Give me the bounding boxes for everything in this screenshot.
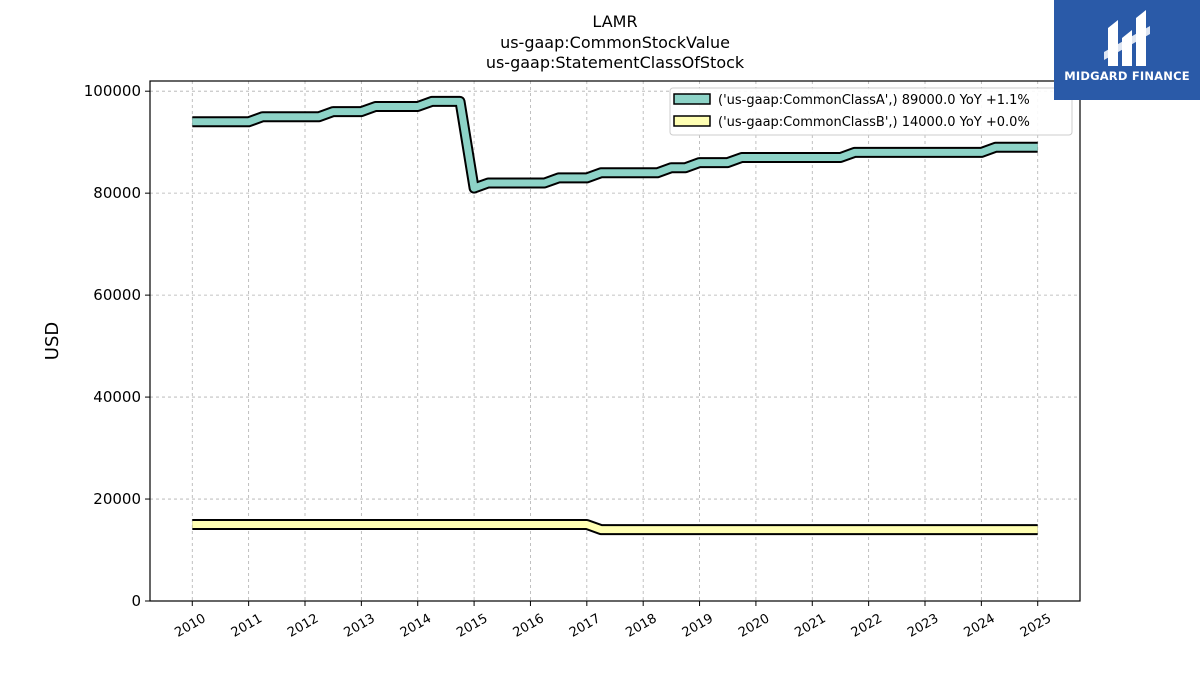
x-tick-label: 2020: [736, 611, 772, 641]
x-tick-label: 2019: [680, 611, 716, 641]
x-tick-label: 2024: [962, 611, 998, 641]
series-1-line: [192, 521, 1038, 534]
x-tick-label: 2016: [511, 611, 547, 641]
title-line-2: us-gaap:CommonStockValue: [500, 33, 730, 52]
x-tick-label: 2010: [172, 611, 208, 641]
x-axis: 2010 2011 2012 2013 2014 2015 2016 2017 2018 2019…: [172, 601, 1054, 641]
series-layer: [192, 95, 1038, 536]
title-line-1: LAMR: [592, 12, 637, 31]
x-tick-label: 2014: [398, 611, 434, 641]
legend-label-1: ('us-gaap:CommonClassB',) 14000.0 YoY +0…: [718, 115, 1030, 130]
legend-swatch-1: [673, 115, 711, 127]
title-line-3: us-gaap:StatementClassOfStock: [486, 53, 745, 72]
brand-name: MIDGARD FINANCE: [1064, 69, 1190, 83]
y-tick-label: 100000: [84, 82, 141, 100]
legend-label-0: ('us-gaap:CommonClassA',) 89000.0 YoY +1…: [718, 93, 1030, 108]
legend-frame: [669, 87, 1073, 136]
legend: ('us-gaap:CommonClassA',) 89000.0 YoY +1…: [669, 87, 1073, 136]
y-tick-label: 80000: [93, 184, 141, 202]
x-tick-label: 2022: [849, 611, 885, 641]
x-tick-label: 2013: [342, 611, 378, 641]
plot-frame: [149, 80, 1081, 602]
y-tick-label: 60000: [93, 286, 141, 304]
legend-swatch-0: [673, 93, 711, 105]
x-tick-label: 2018: [623, 611, 659, 641]
brand-logo: MIDGARD FINANCE: [1054, 0, 1200, 100]
x-tick-label: 2012: [285, 611, 321, 641]
x-tick-label: 2017: [567, 611, 603, 641]
y-axis: 0 20000 40000 60000 80000 100000: [84, 82, 150, 610]
midgard-logo-icon: [1104, 10, 1150, 66]
y-tick-label: 20000: [93, 490, 141, 508]
series-0-line: [192, 97, 1038, 192]
y-tick-label: 0: [131, 592, 141, 610]
x-tick-label: 2015: [454, 611, 490, 641]
chart-title: LAMR us-gaap:CommonStockValue us-gaap:St…: [486, 12, 745, 72]
y-tick-label: 40000: [93, 388, 141, 406]
x-tick-label: 2025: [1018, 611, 1054, 641]
x-tick-label: 2011: [229, 611, 265, 641]
x-tick-label: 2023: [905, 611, 941, 641]
x-tick-label: 2021: [792, 611, 828, 641]
y-axis-label: USD: [42, 322, 63, 360]
grid-lines: [150, 81, 1080, 602]
